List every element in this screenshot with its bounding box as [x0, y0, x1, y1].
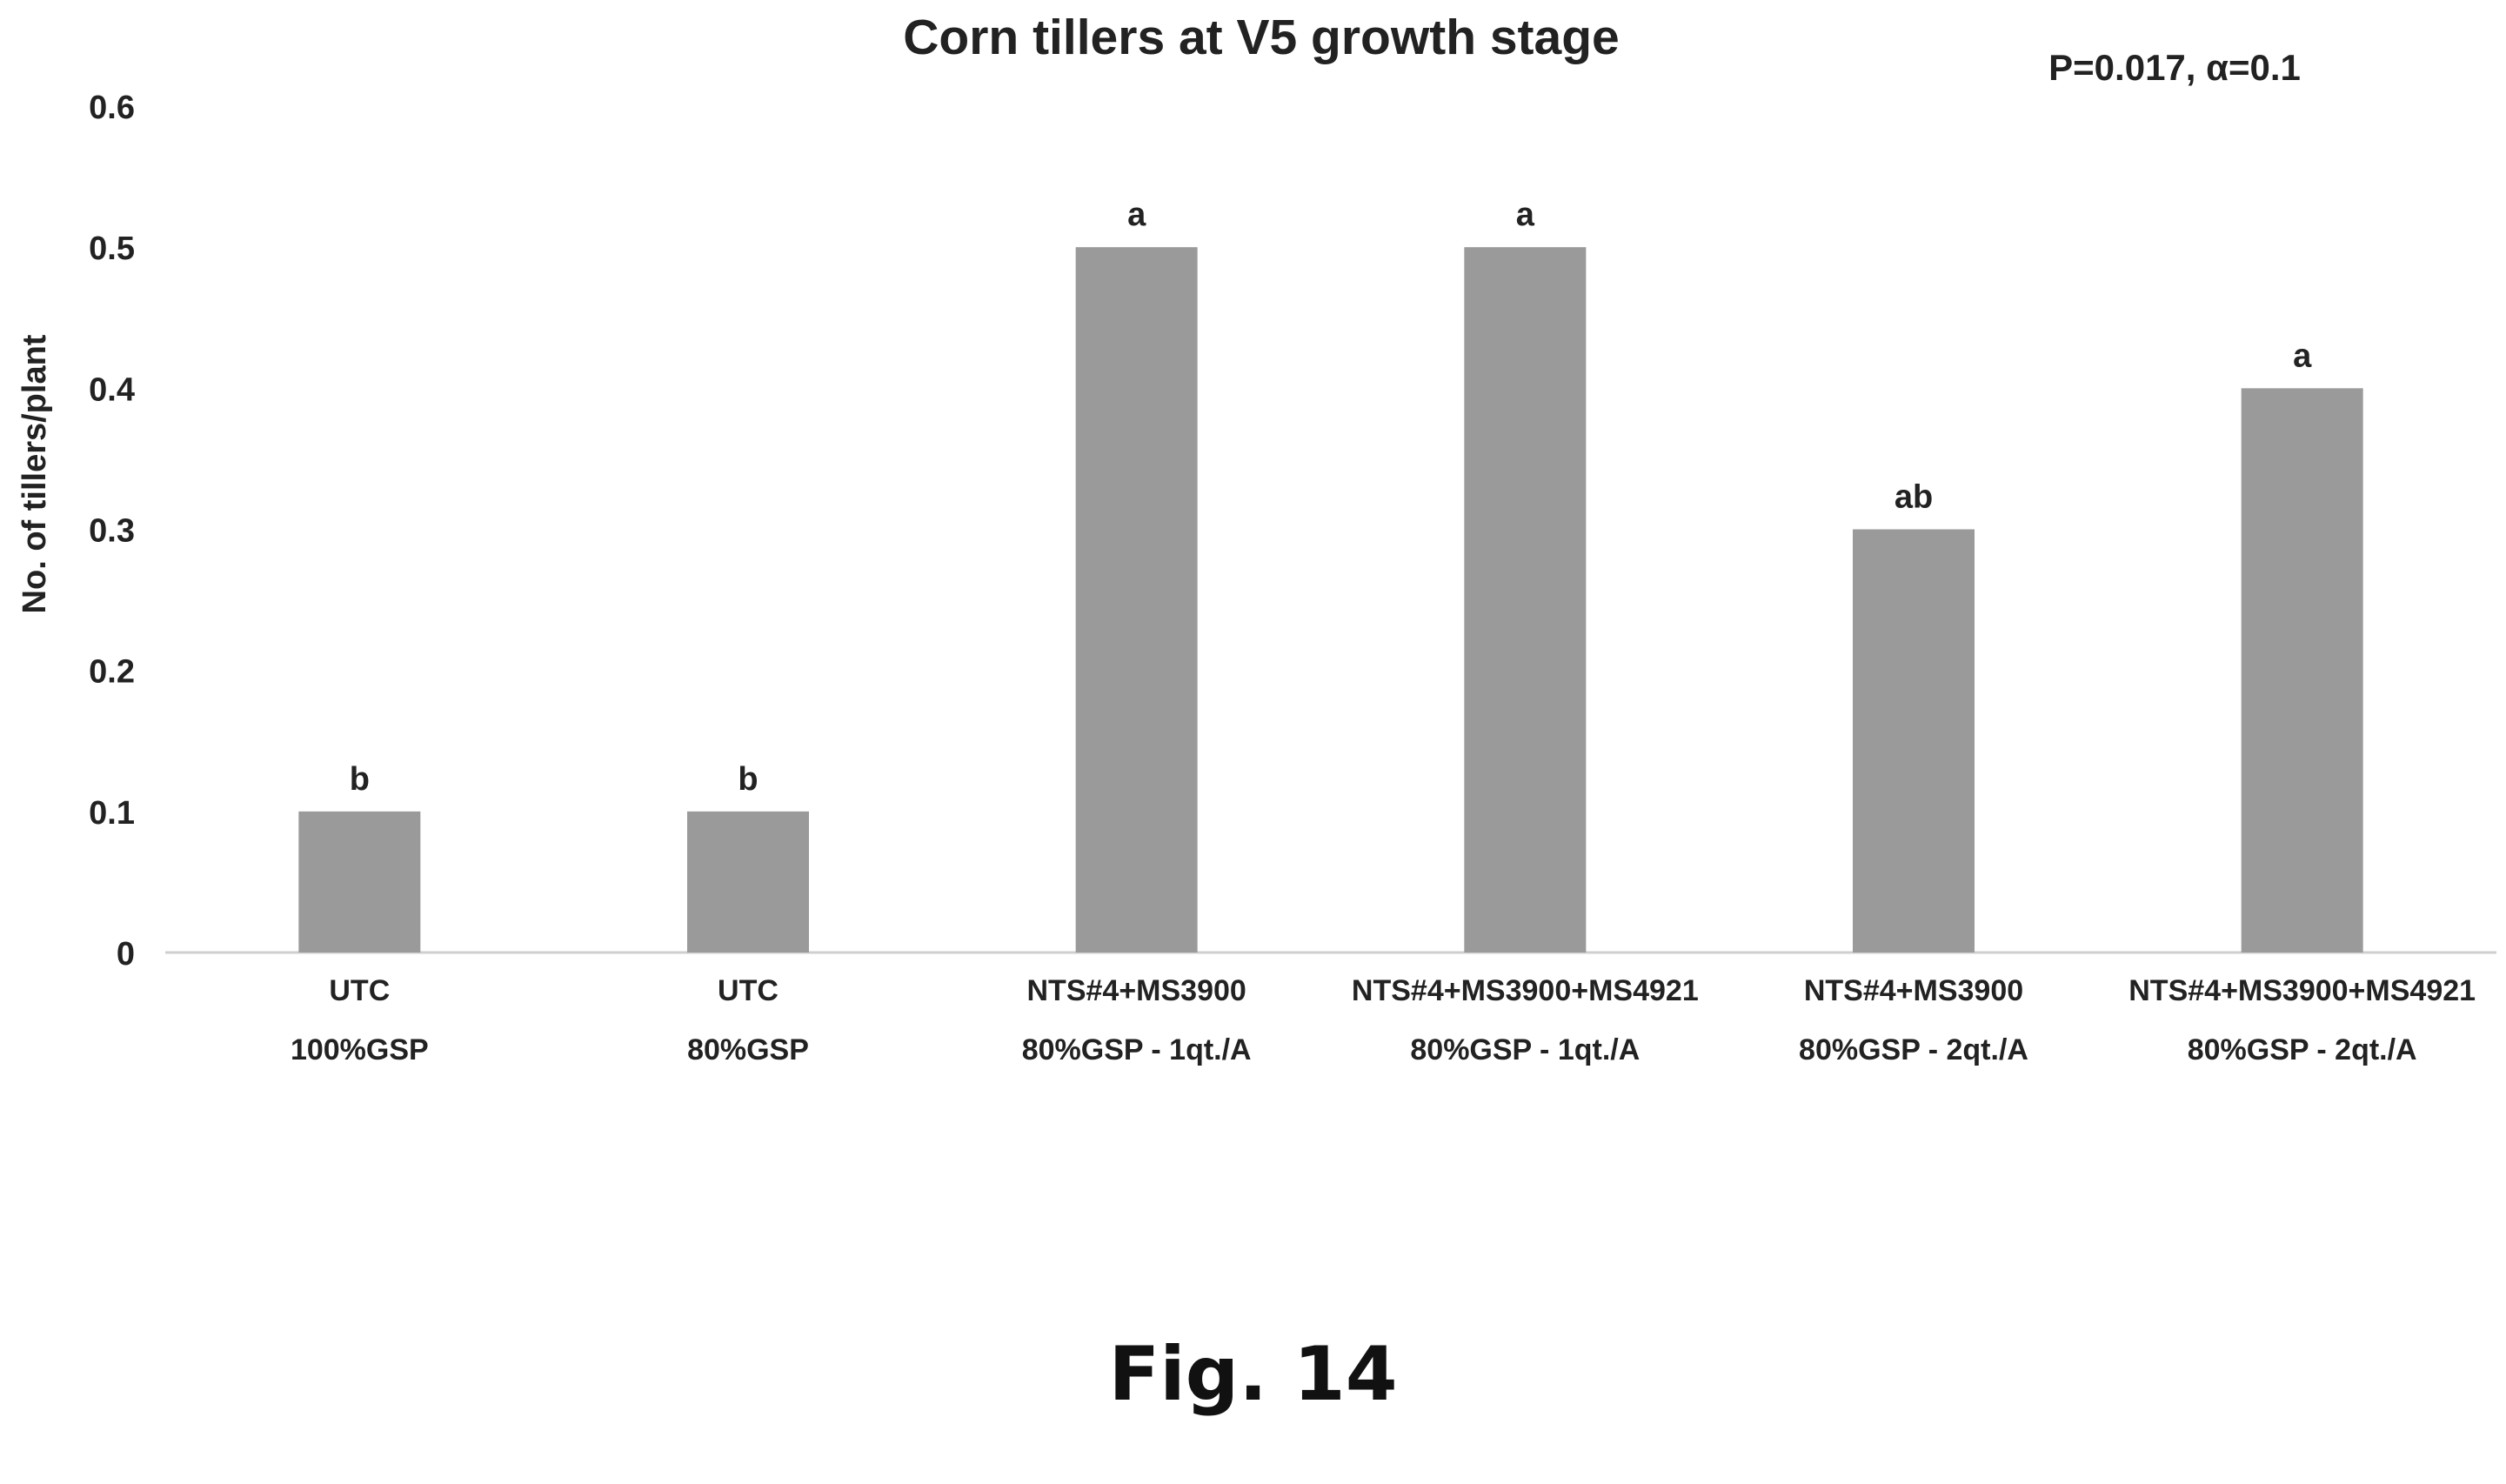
- bar: [2241, 388, 2363, 953]
- bar: [298, 811, 421, 953]
- y-axis-ticks: 0 0.1 0.2 0.3 0.4 0.5 0.6: [89, 90, 135, 973]
- y-tick-label: 0.5: [89, 231, 135, 267]
- x-category-label: 80%GSP - 1qt./A: [1022, 1033, 1252, 1066]
- bar-data-label: b: [738, 761, 758, 798]
- chart-title: Corn tillers at V5 growth stage: [903, 10, 1620, 65]
- x-axis-labels: UTC 100%GSP UTC 80%GSP NTS#4+MS3900 80%GSP - …: [291, 974, 2476, 1066]
- bar: [687, 811, 809, 953]
- y-tick-label: 0.3: [89, 513, 135, 550]
- y-tick-label: 0.2: [89, 654, 135, 691]
- x-category-label: UTC: [718, 974, 779, 1007]
- x-category-label: NTS#4+MS3900+MS4921: [1352, 974, 1699, 1007]
- y-tick-label: 0: [117, 936, 135, 973]
- x-category-label: NTS#4+MS3900+MS4921: [2128, 974, 2476, 1007]
- x-category-label: NTS#4+MS3900: [1804, 974, 2023, 1007]
- bars: [298, 247, 2363, 953]
- significance-annotation: P=0.017, α=0.1: [2048, 47, 2301, 88]
- bar-data-label: a: [2293, 338, 2312, 374]
- bar-data-label: a: [1127, 197, 1146, 233]
- x-category-label: NTS#4+MS3900: [1027, 974, 1246, 1007]
- x-category-label: 80%GSP - 1qt./A: [1410, 1033, 1640, 1066]
- x-category-label: UTC: [329, 974, 390, 1007]
- bar-data-label: b: [350, 761, 370, 798]
- x-category-label: 80%GSP - 2qt./A: [1799, 1033, 2028, 1066]
- figure-caption: Fig. 14: [1108, 1331, 1398, 1418]
- x-category-label: 100%GSP: [291, 1033, 429, 1066]
- y-tick-label: 0.6: [89, 90, 135, 126]
- y-axis-label: No. of tillers/plant: [17, 334, 53, 613]
- x-category-label: 80%GSP: [687, 1033, 809, 1066]
- y-tick-label: 0.4: [89, 371, 135, 408]
- x-category-label: 80%GSP - 2qt./A: [2188, 1033, 2417, 1066]
- bar: [1075, 247, 1198, 953]
- bar: [1464, 247, 1587, 953]
- bar: [1853, 529, 1975, 953]
- bar-significance-labels: b b a a ab a: [350, 197, 2312, 798]
- bar-data-label: ab: [1895, 479, 1933, 516]
- bar-data-label: a: [1516, 197, 1535, 233]
- y-tick-label: 0.1: [89, 795, 135, 832]
- bar-chart: Corn tillers at V5 growth stage P=0.017,…: [17, 10, 2496, 1066]
